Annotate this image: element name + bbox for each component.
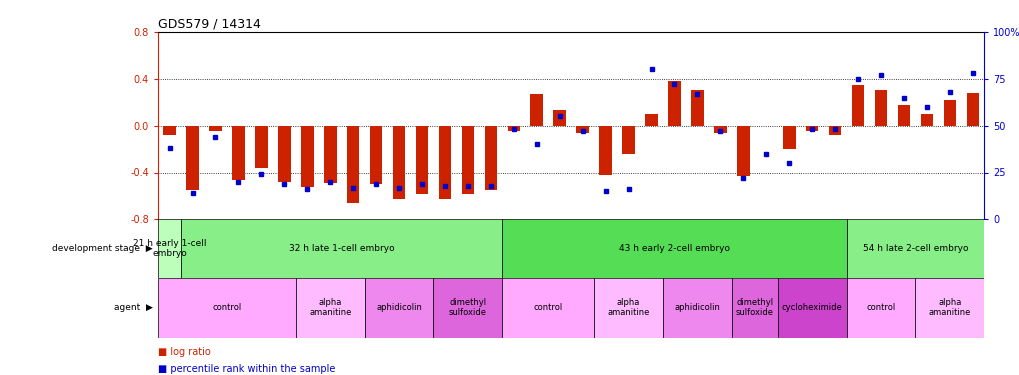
Bar — [783, 126, 795, 149]
Bar — [593, 278, 662, 338]
Text: control: control — [533, 303, 562, 312]
Bar — [433, 278, 501, 338]
Bar — [392, 126, 405, 200]
Bar — [667, 81, 680, 126]
Bar — [255, 126, 267, 168]
Bar — [186, 126, 199, 190]
Bar — [713, 126, 726, 133]
Bar — [163, 126, 175, 135]
Text: 21 h early 1-cell
embryо: 21 h early 1-cell embryо — [132, 239, 206, 258]
Text: alpha
amanitine: alpha amanitine — [606, 298, 649, 317]
Bar — [324, 126, 336, 183]
Bar — [828, 126, 841, 135]
Text: alpha
amanitine: alpha amanitine — [309, 298, 352, 317]
Text: GDS579 / 14314: GDS579 / 14314 — [158, 18, 261, 31]
Bar — [662, 278, 731, 338]
Bar — [181, 219, 501, 278]
Bar — [732, 278, 777, 338]
Text: alpha
amanitine: alpha amanitine — [927, 298, 970, 317]
Bar — [370, 126, 382, 184]
Text: aphidicolin: aphidicolin — [674, 303, 719, 312]
Bar — [874, 90, 887, 126]
Bar — [416, 126, 428, 194]
Text: development stage  ▶: development stage ▶ — [52, 244, 153, 253]
Text: aphidicolin: aphidicolin — [376, 303, 422, 312]
Bar — [462, 126, 474, 194]
Text: agent  ▶: agent ▶ — [114, 303, 153, 312]
Bar — [501, 278, 593, 338]
Bar — [966, 93, 978, 126]
Bar — [920, 114, 932, 126]
Bar — [507, 126, 520, 132]
Bar — [776, 278, 846, 338]
Text: dimethyl
sulfoxide: dimethyl sulfoxide — [448, 298, 486, 317]
Text: 54 h late 2-cell embryo: 54 h late 2-cell embryo — [862, 244, 967, 253]
Bar — [576, 126, 588, 133]
Bar — [846, 219, 983, 278]
Bar — [484, 126, 496, 190]
Bar — [691, 90, 703, 126]
Bar — [599, 126, 611, 175]
Text: cycloheximide: cycloheximide — [781, 303, 842, 312]
Bar — [915, 278, 983, 338]
Bar — [805, 126, 817, 132]
Text: 32 h late 1-cell embryo: 32 h late 1-cell embryo — [288, 244, 394, 253]
Bar — [232, 126, 245, 180]
Bar — [622, 126, 634, 154]
Bar — [846, 278, 914, 338]
Bar — [296, 278, 365, 338]
Bar — [301, 126, 313, 187]
Bar — [438, 126, 450, 200]
Text: control: control — [212, 303, 242, 312]
Text: ■ log ratio: ■ log ratio — [158, 347, 211, 357]
Bar — [645, 114, 657, 126]
Bar — [553, 110, 566, 126]
Bar — [530, 94, 542, 126]
Bar — [365, 278, 433, 338]
Bar — [737, 126, 749, 176]
Bar — [897, 105, 909, 126]
Text: 43 h early 2-cell embryo: 43 h early 2-cell embryo — [619, 244, 730, 253]
Bar — [346, 126, 359, 203]
Bar — [209, 126, 221, 132]
Bar — [943, 100, 955, 126]
Bar — [158, 278, 296, 338]
Text: ■ percentile rank within the sample: ■ percentile rank within the sample — [158, 364, 335, 374]
Text: dimethyl
sulfoxide: dimethyl sulfoxide — [735, 298, 773, 317]
Bar — [501, 219, 846, 278]
Bar — [278, 126, 290, 182]
Bar — [851, 85, 863, 126]
Bar — [158, 219, 181, 278]
Text: control: control — [865, 303, 895, 312]
